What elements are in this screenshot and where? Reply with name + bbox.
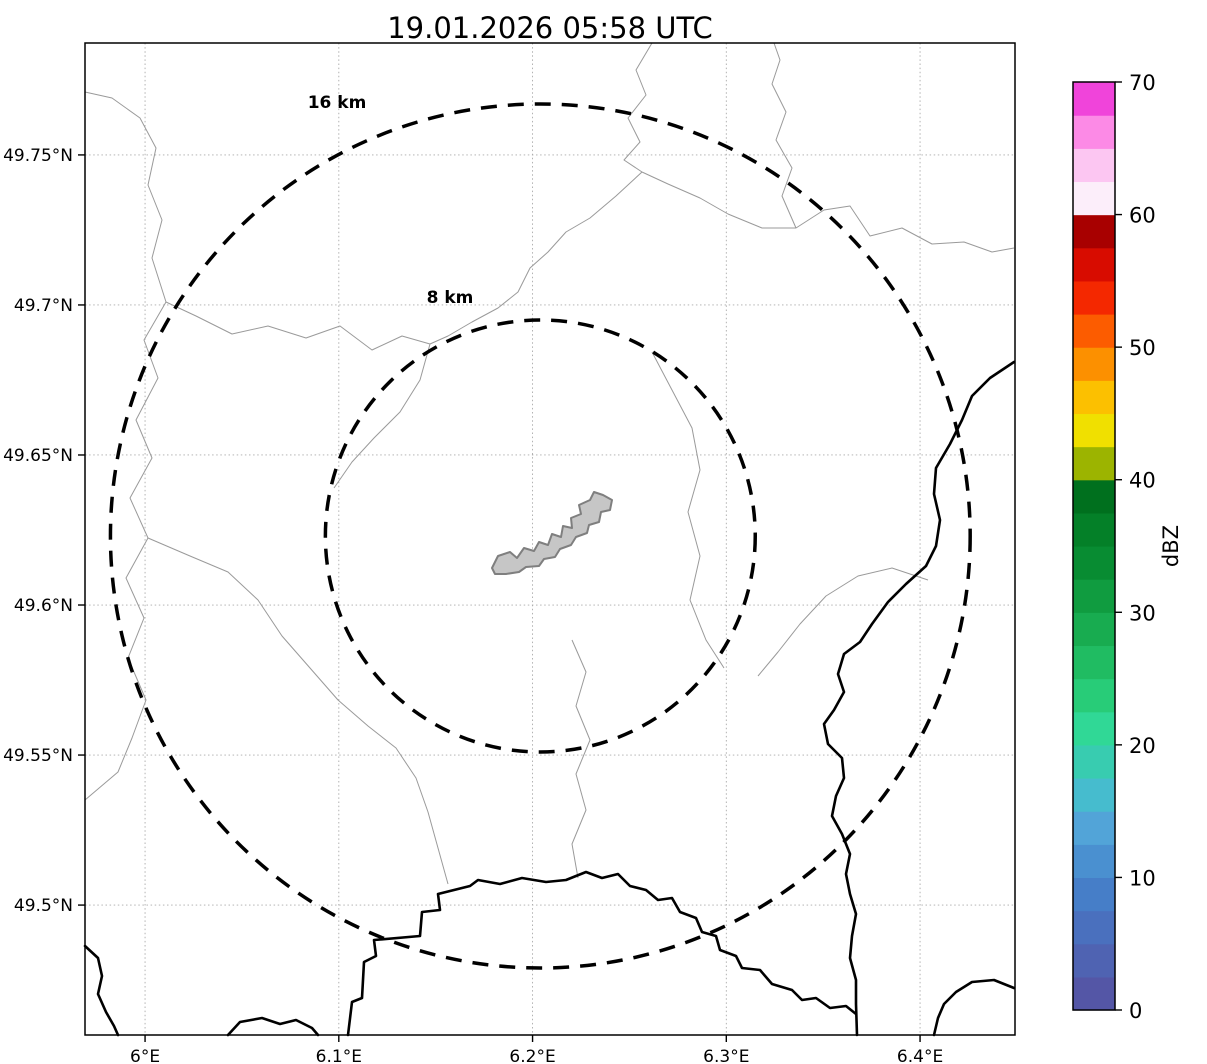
country-border-line [932,978,1016,1037]
admin-boundary-line [623,42,653,173]
range-ring-label: 16 km [308,93,367,113]
colorbar-tick-label: 50 [1129,336,1156,360]
plot-frame-layer [84,42,1016,1036]
admin-boundary-line [757,567,929,677]
colorbar-segment [1073,612,1115,647]
airport-outline [491,491,613,575]
colorbar-segment [1073,678,1115,713]
x-axis-tick-label: 6.3°E [703,1047,749,1064]
admin-boundaries-layer [84,42,1015,885]
colorbar-tick-label: 0 [1129,999,1142,1023]
colorbar-tick-label: 10 [1129,866,1156,890]
colorbar-segment [1073,479,1115,514]
y-axis-tick-label: 49.5°N [14,896,73,916]
y-axis-tick-label: 49.7°N [14,296,73,316]
y-axis-tick-label: 49.6°N [14,596,73,616]
range-ring-8km [323,318,757,754]
colorbar-segment [1073,247,1115,282]
plot-frame [84,42,1016,1036]
country-border-line [226,1016,320,1037]
colorbar-segment [1073,910,1115,945]
admin-boundary-line [651,351,725,669]
colorbar-segment [1073,413,1115,448]
colorbar-segment [1073,711,1115,746]
y-axis-tick-label: 49.55°N [3,746,73,766]
colorbar-segment [1073,877,1115,912]
colorbar-segment [1073,943,1115,978]
y-axis-tick-label: 49.75°N [3,146,73,166]
axis-layer: 6°E 6.1°E 6.2°E 6.3°E 6.4°E 49.5°N 49.55°N 49.6… [3,146,943,1064]
admin-boundary-line [429,171,643,345]
y-axis-tick-label: 49.65°N [3,446,73,466]
colorbar-segment [1073,280,1115,315]
admin-boundary-line [84,91,167,801]
colorbar-segment [1073,82,1115,116]
colorbar-segment [1073,380,1115,415]
colorbar-segment [1073,844,1115,879]
country-border-line [822,360,1016,1037]
colorbar-segment [1073,115,1115,149]
x-axis-tick-label: 6°E [130,1047,160,1064]
colorbar-segment [1073,811,1115,845]
country-border-line [346,870,858,1037]
admin-boundary-line [571,639,591,879]
colorbar-segment [1073,314,1115,348]
figure-title: 19.01.2026 05:58 UTC [387,11,713,45]
country-border-line [83,944,120,1037]
country-borders-layer [83,360,1016,1037]
colorbar-tick-label: 60 [1129,204,1156,228]
admin-boundary-line [333,343,431,489]
admin-boundary-line [147,537,449,885]
colorbar-segment [1073,148,1115,183]
colorbar-segment [1073,446,1115,481]
colorbar-tick-label: 30 [1129,601,1156,625]
colorbar-segment [1073,512,1115,547]
admin-boundary-line [641,171,1015,253]
admin-boundary-line [771,42,797,229]
colorbar-segment [1073,546,1115,580]
x-axis-tick-label: 6.1°E [316,1047,362,1064]
colorbar-axis-label: dBZ [1159,525,1183,567]
range-ring-16km [108,102,972,970]
colorbar-tick-label: 20 [1129,734,1156,758]
colorbar-segment [1073,778,1115,812]
colorbar-segment [1073,976,1115,1011]
colorbar-segment [1073,645,1115,680]
colorbar: 0 10 20 30 40 50 60 70 [1072,71,1156,1023]
colorbar-frame [1072,81,1116,1011]
colorbar-segment [1073,214,1115,249]
colorbar-segment [1073,579,1115,613]
colorbar-segment [1073,181,1115,216]
airport-outline-layer [491,491,613,575]
x-axis-tick-label: 6.2°E [509,1047,555,1064]
x-axis-tick-label: 6.4°E [897,1047,943,1064]
colorbar-segment [1073,347,1115,381]
range-ring-label: 8 km [427,288,474,308]
colorbar-tick-label: 40 [1129,469,1156,493]
admin-boundary-line [165,301,431,351]
range-rings-layer: 8 km 16 km [108,93,972,970]
colorbar-tick-label: 70 [1129,71,1156,95]
colorbar-segment [1073,744,1115,779]
